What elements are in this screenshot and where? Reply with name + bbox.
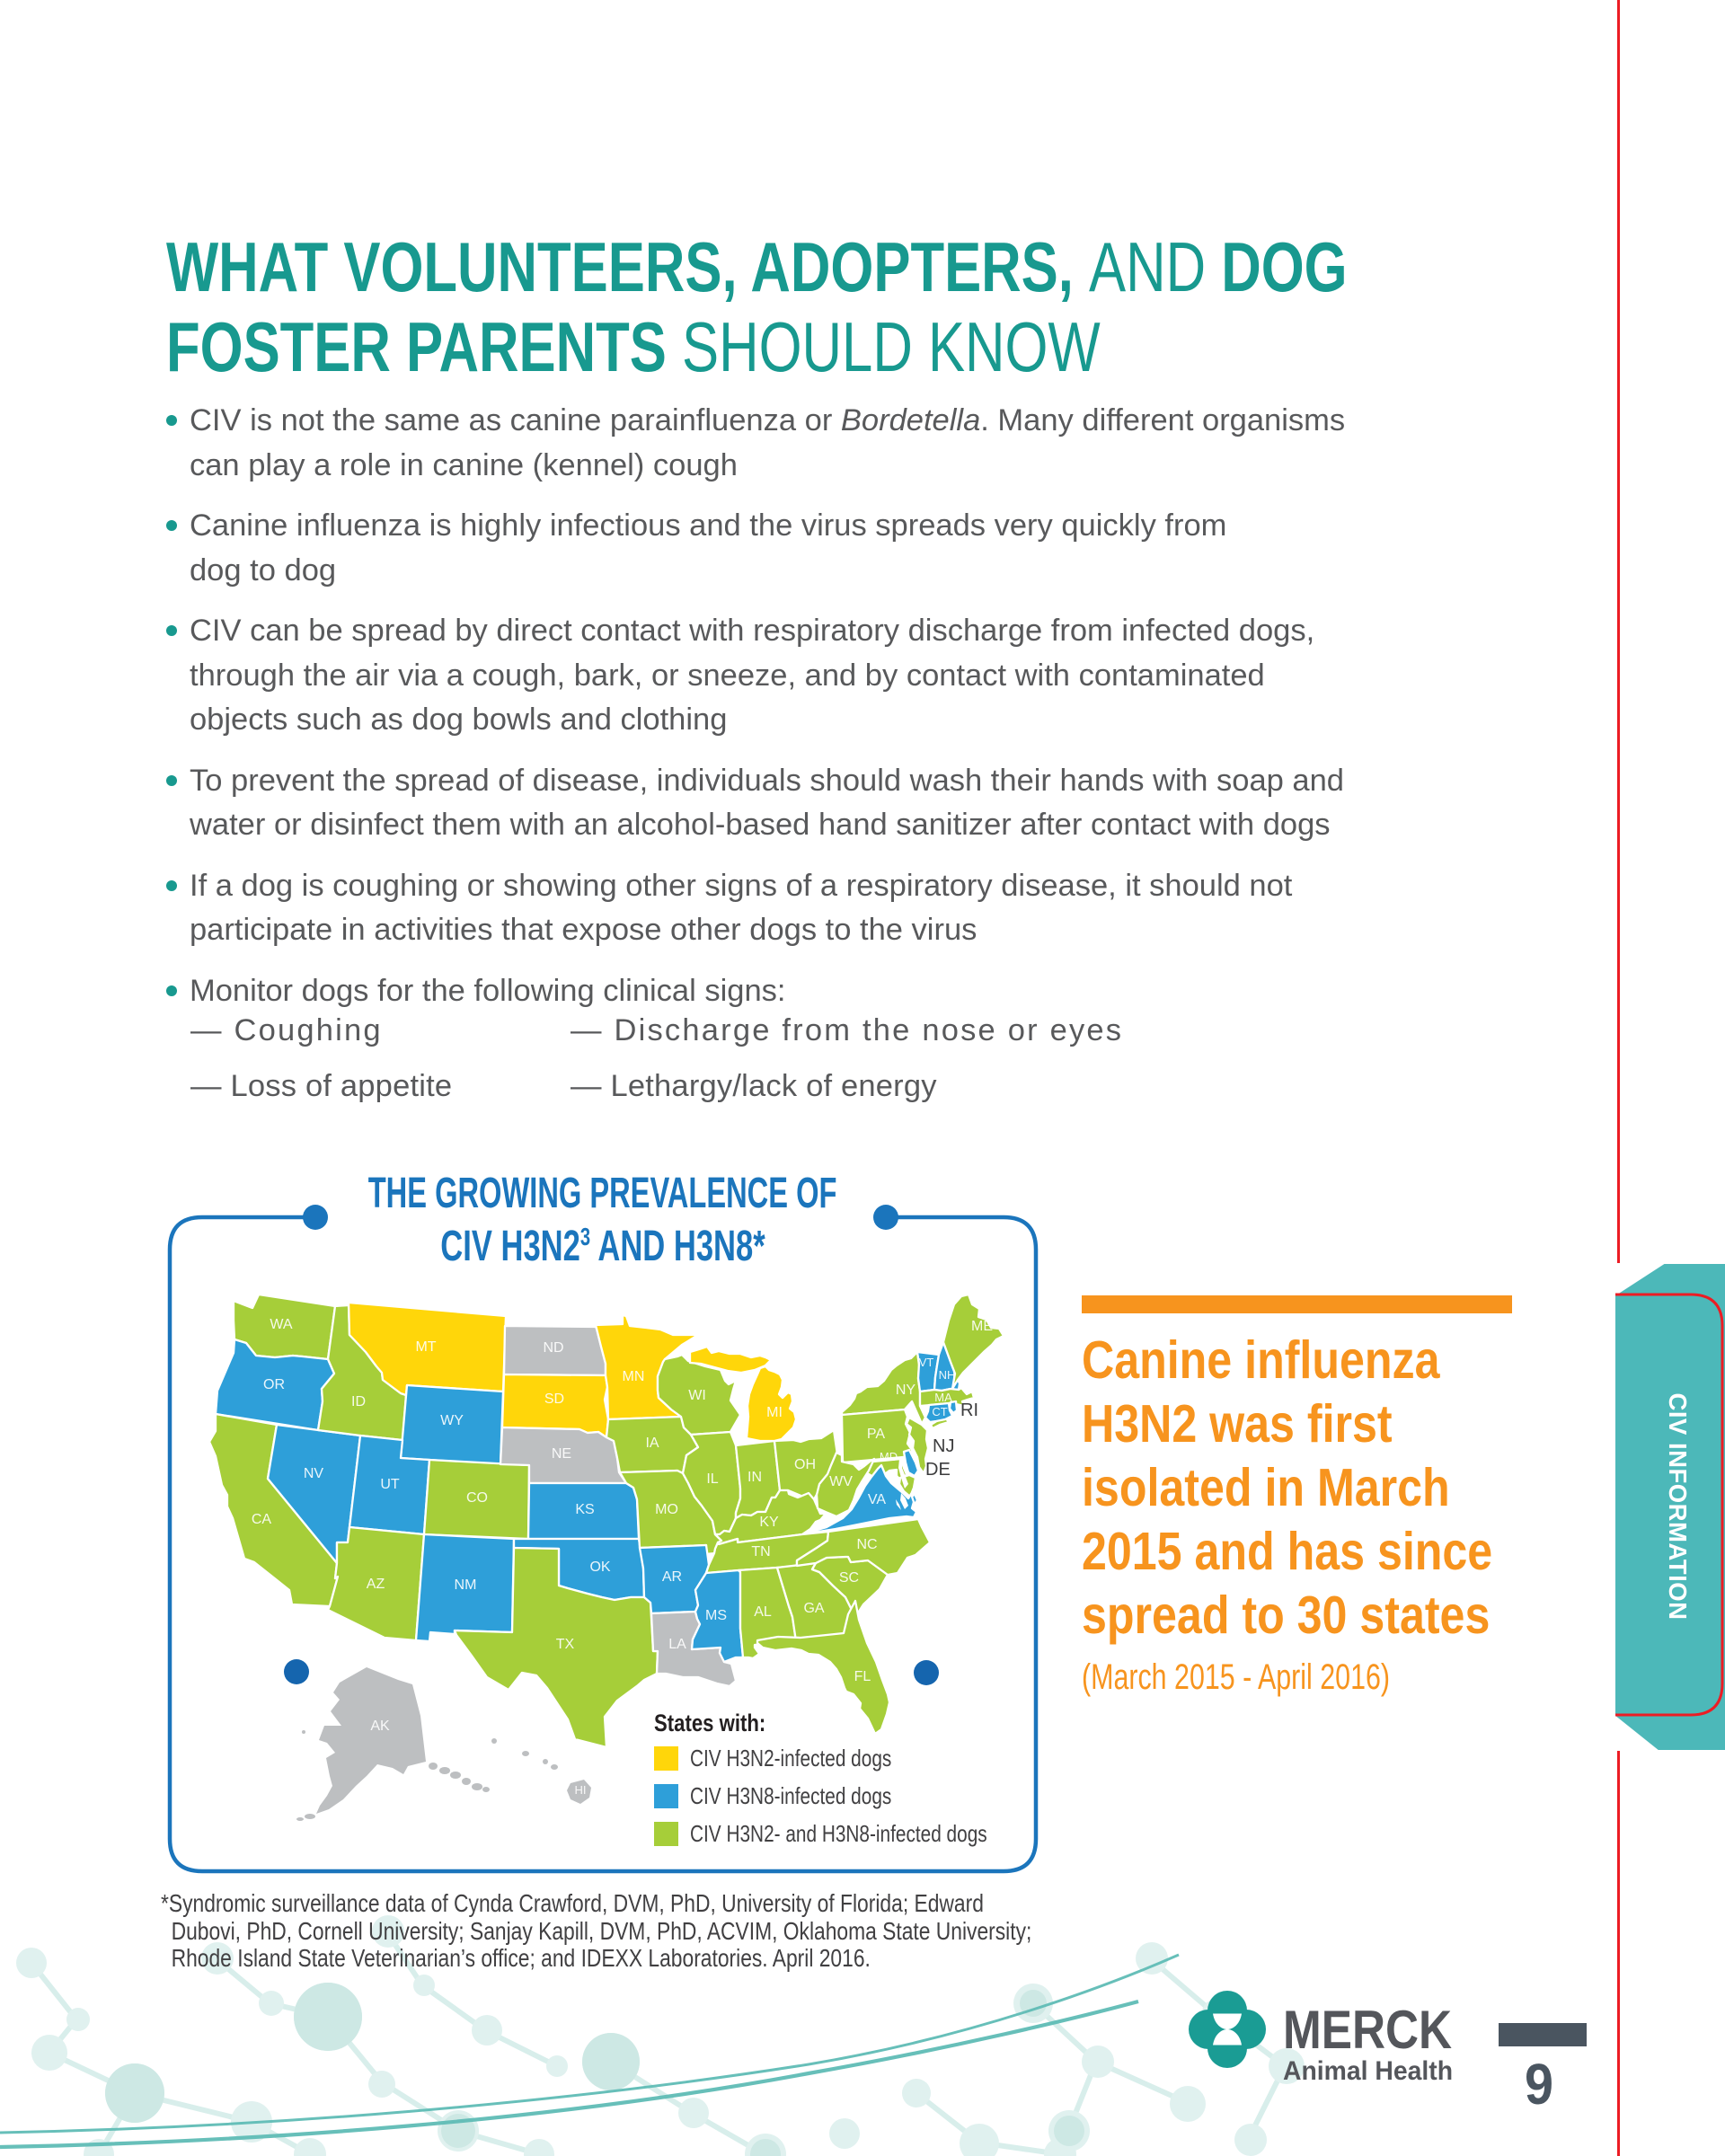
svg-text:UT: UT: [380, 1477, 400, 1492]
svg-text:TX: TX: [556, 1637, 575, 1652]
svg-text:DE: DE: [925, 1460, 951, 1480]
svg-text:IN: IN: [748, 1470, 762, 1485]
svg-text:PA: PA: [867, 1427, 885, 1442]
svg-text:MI: MI: [766, 1405, 783, 1420]
svg-text:AZ: AZ: [367, 1577, 385, 1592]
svg-text:MS: MS: [705, 1608, 727, 1623]
svg-text:MO: MO: [655, 1502, 678, 1517]
svg-text:VT: VT: [919, 1356, 934, 1369]
svg-text:KS: KS: [575, 1502, 594, 1517]
svg-text:CT: CT: [932, 1405, 947, 1418]
svg-text:WI: WI: [688, 1388, 706, 1403]
svg-text:SD: SD: [544, 1392, 564, 1407]
svg-text:NJ: NJ: [933, 1436, 954, 1456]
svg-text:HI: HI: [575, 1783, 587, 1797]
svg-text:NH: NH: [939, 1368, 956, 1382]
svg-text:ND: ND: [543, 1340, 563, 1356]
svg-text:NM: NM: [455, 1577, 477, 1593]
svg-text:ME: ME: [971, 1319, 993, 1334]
svg-text:OK: OK: [589, 1560, 610, 1575]
svg-text:OH: OH: [794, 1457, 816, 1472]
svg-text:CIV INFORMATION: CIV INFORMATION: [1664, 1393, 1692, 1621]
svg-text:IL: IL: [706, 1471, 718, 1487]
svg-text:RI: RI: [960, 1401, 978, 1420]
svg-text:NY: NY: [896, 1383, 916, 1398]
svg-text:MA: MA: [934, 1391, 952, 1404]
svg-text:WA: WA: [270, 1317, 293, 1332]
svg-text:KY: KY: [759, 1515, 779, 1530]
svg-text:LA: LA: [668, 1637, 686, 1652]
svg-text:NE: NE: [552, 1446, 571, 1462]
svg-text:AK: AK: [370, 1719, 390, 1734]
svg-text:AR: AR: [662, 1569, 682, 1585]
svg-text:SC: SC: [839, 1570, 859, 1586]
svg-text:CO: CO: [466, 1490, 488, 1506]
svg-text:ID: ID: [351, 1394, 366, 1409]
svg-text:IA: IA: [645, 1436, 659, 1451]
svg-text:VA: VA: [868, 1492, 886, 1507]
svg-text:GA: GA: [803, 1601, 824, 1616]
svg-text:FL: FL: [854, 1669, 871, 1684]
svg-text:OR: OR: [263, 1377, 285, 1392]
svg-text:WV: WV: [829, 1474, 853, 1489]
svg-text:AL: AL: [754, 1604, 772, 1620]
svg-text:NV: NV: [304, 1466, 324, 1481]
svg-text:NC: NC: [856, 1537, 877, 1552]
svg-text:MT: MT: [415, 1339, 436, 1355]
svg-text:CA: CA: [252, 1512, 272, 1527]
svg-text:TN: TN: [751, 1544, 770, 1560]
svg-text:MN: MN: [623, 1369, 645, 1384]
svg-text:MD: MD: [880, 1450, 898, 1463]
svg-text:WY: WY: [440, 1413, 464, 1428]
